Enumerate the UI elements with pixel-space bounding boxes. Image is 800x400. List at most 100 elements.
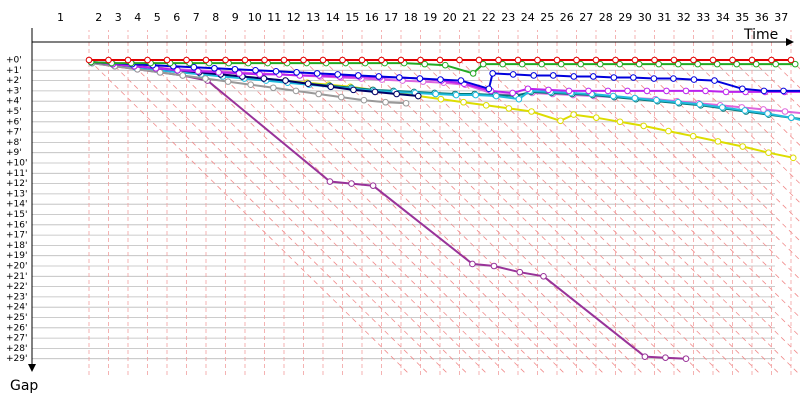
data-point	[490, 262, 498, 270]
data-point	[791, 60, 799, 68]
data-point	[437, 76, 444, 83]
data-point	[256, 71, 264, 78]
lap-diagonal	[439, 59, 762, 375]
data-point	[421, 60, 429, 68]
data-point	[350, 86, 357, 94]
data-point	[662, 354, 669, 361]
data-point	[402, 99, 410, 107]
x-tick-label: 2	[95, 11, 102, 24]
x-tick-label: 8	[212, 11, 219, 24]
data-point	[702, 87, 709, 95]
data-point	[609, 92, 617, 100]
data-point	[215, 69, 222, 76]
data-point	[709, 56, 717, 64]
y-tick-label: +14'	[6, 200, 27, 210]
x-tick-label: 21	[462, 11, 476, 24]
series-line	[92, 62, 687, 360]
data-point	[788, 114, 795, 121]
data-point	[202, 56, 210, 64]
x-tick-label: 27	[579, 11, 593, 24]
x-tick-label: 9	[232, 11, 239, 24]
y-tick-label: +1'	[6, 66, 22, 76]
data-point	[479, 60, 487, 68]
data-point	[739, 85, 746, 93]
x-tick-label: 10	[248, 11, 262, 24]
lap-diagonal	[147, 59, 470, 375]
data-point	[670, 56, 678, 64]
data-point	[741, 107, 749, 114]
data-point	[631, 56, 639, 64]
data-point	[489, 70, 496, 77]
data-point	[764, 110, 771, 117]
data-point	[748, 56, 756, 64]
data-point	[260, 75, 268, 82]
data-point	[585, 87, 592, 95]
data-point	[641, 353, 649, 360]
data-point	[689, 132, 697, 140]
y-tick-label: +15'	[6, 210, 27, 220]
data-point	[144, 56, 151, 64]
data-point	[252, 67, 259, 74]
y-tick-label: +12'	[6, 179, 27, 189]
lap-diagonal	[303, 59, 626, 375]
lap-diagonal	[790, 59, 800, 70]
data-point	[573, 56, 580, 64]
data-point	[247, 81, 254, 89]
data-point	[653, 96, 660, 104]
lap-diagonal	[342, 59, 665, 375]
y-tick-label: +16'	[6, 220, 27, 230]
data-point	[616, 118, 624, 126]
y-tick-label: +7'	[6, 128, 22, 138]
data-point	[319, 56, 327, 64]
data-point	[304, 80, 312, 87]
data-point	[640, 122, 648, 130]
data-point	[780, 87, 787, 95]
lap-diagonal	[420, 59, 743, 375]
data-point	[280, 56, 288, 64]
data-point	[593, 114, 600, 121]
data-point	[729, 56, 736, 64]
y-tick-label: +19'	[6, 251, 27, 261]
data-point	[437, 95, 445, 103]
data-point	[516, 268, 524, 276]
data-point	[651, 56, 658, 64]
x-tick-label: 3	[115, 11, 122, 24]
data-point	[327, 83, 335, 91]
y-axis-label: Gap	[10, 378, 38, 394]
y-tick-label: +18'	[6, 241, 27, 251]
data-point	[524, 85, 532, 93]
data-point	[348, 180, 355, 187]
data-point	[509, 89, 516, 97]
data-point	[557, 117, 564, 125]
y-tick-label: +10'	[6, 159, 27, 169]
data-point	[711, 77, 718, 84]
data-point	[565, 87, 573, 95]
y-tick-label: +6'	[6, 117, 22, 127]
data-point	[326, 178, 334, 185]
y-tick-label: +8'	[6, 138, 22, 148]
data-point	[261, 56, 268, 64]
data-point	[460, 98, 467, 106]
y-tick-label: +24'	[6, 303, 27, 313]
data-point	[570, 111, 577, 118]
data-point	[665, 127, 672, 135]
data-point	[469, 70, 477, 77]
data-point	[202, 75, 209, 82]
x-tick-label: 1	[57, 11, 64, 24]
y-tick-label: +23'	[6, 292, 27, 302]
data-point	[369, 182, 377, 189]
data-point	[124, 56, 132, 64]
data-point	[772, 60, 780, 68]
x-tick-label: 19	[423, 11, 437, 24]
x-tick-label: 14	[326, 11, 340, 24]
data-point	[733, 60, 741, 68]
data-point	[457, 77, 465, 84]
y-tick-label: +29'	[6, 354, 27, 364]
data-point	[768, 56, 775, 64]
data-point	[610, 74, 618, 81]
data-point	[358, 56, 366, 64]
y-tick-label: +25'	[6, 313, 27, 323]
data-point	[272, 68, 280, 75]
x-tick-label: 15	[345, 11, 359, 24]
x-tick-label: 4	[134, 11, 141, 24]
